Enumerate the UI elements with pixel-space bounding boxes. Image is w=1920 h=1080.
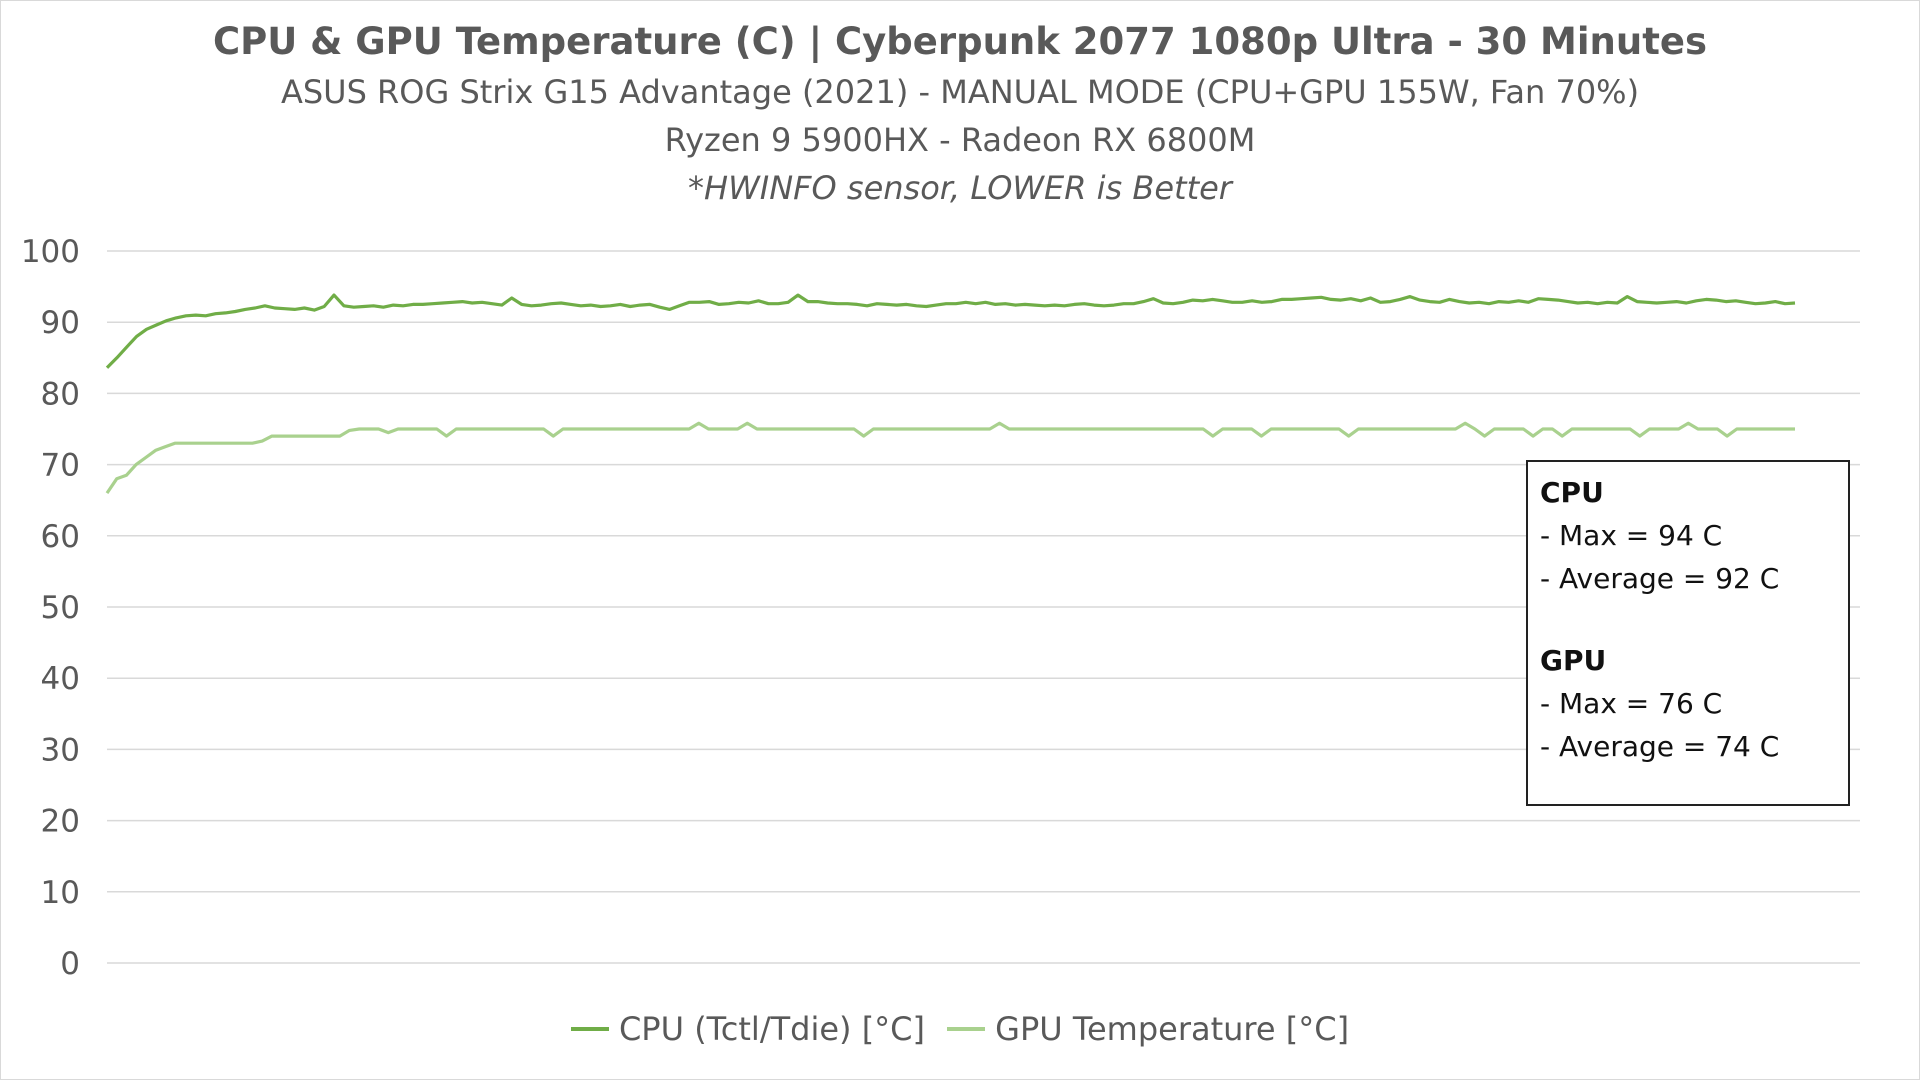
chart-title: CPU & GPU Temperature (C) | Cyberpunk 20… [212,20,1708,63]
stats-cpu-heading: CPU [1540,476,1604,509]
stats-gpu-average: - Average = 74 C [1540,730,1780,763]
stats-box: CPU - Max = 94 C - Average = 92 C GPU - … [1526,460,1850,806]
stats-gpu-heading: GPU [1540,644,1607,677]
chart-subtitle-line-2: Ryzen 9 5900HX - Radeon RX 6800M [664,121,1256,159]
series-lines [105,293,1796,494]
y-tick-label: 70 [41,448,80,484]
legend-label-cpu: CPU (Tctl/Tdie) [°C] [618,1010,925,1048]
stats-cpu-average: - Average = 92 C [1540,562,1780,595]
y-tick-label: 0 [60,946,80,982]
stats-cpu-max: - Max = 94 C [1540,519,1723,552]
y-tick-label: 20 [41,804,80,840]
y-tick-label: 60 [41,519,80,555]
series-line-cpu [105,293,1796,369]
legend-swatch-gpu [947,1027,986,1031]
legend-label-gpu: GPU Temperature [°C] [995,1010,1350,1048]
legend-item-gpu: GPU Temperature [°C] [947,1010,1349,1048]
y-tick-label: 30 [41,732,80,768]
chart-titles: CPU & GPU Temperature (C) | Cyberpunk 20… [0,16,1920,212]
y-tick-label: 100 [21,234,80,270]
series-line-gpu [105,421,1795,494]
y-tick-label: 10 [41,875,80,911]
chart-legend: CPU (Tctl/Tdie) [°C] GPU Temperature [°C… [0,1010,1920,1048]
chart-note: *HWINFO sensor, LOWER is Better [688,169,1232,207]
legend-swatch-cpu [570,1027,609,1031]
y-tick-label: 50 [41,590,80,626]
stats-gpu-max: - Max = 76 C [1540,687,1723,720]
y-tick-label: 40 [41,661,80,697]
stats-spacer [1540,600,1836,640]
y-tick-label: 80 [41,376,80,412]
chart-subtitle-line-1: ASUS ROG Strix G15 Advantage (2021) - MA… [280,73,1640,111]
y-tick-label: 90 [41,305,80,341]
legend-item-cpu: CPU (Tctl/Tdie) [°C] [570,1010,925,1048]
